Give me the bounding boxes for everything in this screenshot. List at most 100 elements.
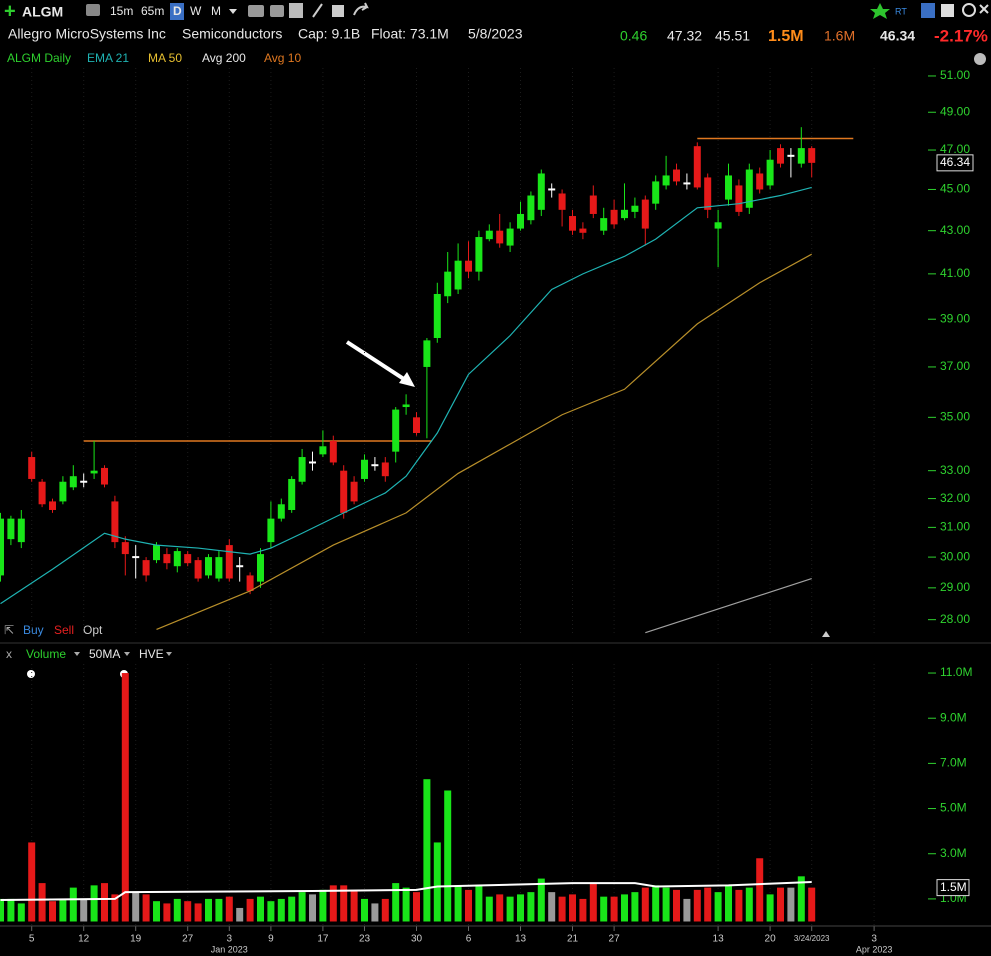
volume-bar (641, 887, 649, 922)
opt-button[interactable]: Opt (83, 623, 103, 637)
volume-bar (517, 894, 524, 922)
candle-body (600, 218, 608, 231)
candle-body (579, 228, 587, 233)
volume-bar (257, 896, 264, 922)
s-icon[interactable] (921, 3, 935, 18)
candle-body (205, 557, 212, 576)
volume-bar (569, 894, 576, 922)
volume-bar (402, 887, 410, 922)
interval[interactable]: 65m (141, 4, 164, 18)
interval[interactable]: D (173, 4, 182, 18)
volume-bar (506, 896, 514, 922)
tool-icon[interactable]: ⇱ (4, 623, 14, 637)
draw-icon[interactable] (312, 3, 323, 18)
settings-icon[interactable] (962, 3, 976, 17)
candle-body (652, 181, 660, 204)
legend-title[interactable]: Volume (26, 647, 66, 661)
candle-body (381, 462, 389, 477)
legend-item[interactable]: Avg 200 (202, 51, 246, 65)
close-icon[interactable] (979, 4, 989, 14)
print-icon[interactable] (86, 4, 100, 16)
palette-icon[interactable] (974, 53, 986, 65)
candle-body (392, 409, 400, 452)
candle-body (475, 237, 483, 272)
x-tick-label: 3 (227, 934, 233, 945)
buy-button[interactable]: Buy (23, 623, 44, 637)
change: 0.46 (620, 28, 647, 44)
candle-body (506, 228, 514, 246)
candle-body (194, 560, 202, 579)
scroll-marker[interactable] (822, 631, 830, 637)
volume-bar (90, 885, 98, 922)
volume-bar (28, 842, 36, 922)
star-icon[interactable] (870, 3, 890, 19)
legend-title[interactable]: ALGM Daily (7, 51, 71, 65)
tool-icon[interactable] (270, 5, 284, 17)
y-tick-label: 43.00 (940, 223, 970, 237)
volume-bar (0, 898, 4, 922)
volume-bar (69, 887, 77, 922)
y-tick-label: 51.00 (940, 68, 970, 82)
save-icon[interactable] (941, 4, 954, 17)
volume: 1.5M (768, 28, 804, 45)
dropdown-icon[interactable] (166, 652, 172, 656)
ticker[interactable]: ALGM (22, 4, 63, 20)
interval[interactable]: 15m (110, 4, 133, 18)
rt-icon[interactable]: RT (895, 6, 907, 16)
y-tick-label: 3.0M (940, 846, 967, 860)
candle-body (59, 481, 67, 502)
candle-body (69, 476, 77, 488)
candle-body (610, 209, 618, 225)
volume-bar (142, 894, 150, 922)
interval[interactable]: M (211, 4, 221, 18)
candle-body (111, 501, 119, 543)
high: 47.32 (667, 28, 702, 44)
candle-body (402, 404, 410, 408)
volume-bar (215, 898, 223, 922)
close-pane[interactable]: x (6, 647, 12, 661)
candle-body (7, 518, 15, 540)
candle-body (28, 457, 36, 479)
y-tick-label: 29.00 (940, 580, 970, 594)
dropdown-icon[interactable] (124, 652, 130, 656)
tool-icon[interactable] (332, 5, 344, 17)
line (0, 186, 812, 605)
x-tick-label: 5 (29, 934, 35, 945)
calc-icon[interactable] (289, 3, 303, 18)
volume-bar (340, 885, 348, 922)
legend-item[interactable]: Avg 10 (264, 51, 301, 65)
candle-body (225, 545, 233, 579)
candle-body (808, 148, 816, 163)
tool-icon[interactable] (248, 5, 264, 17)
x-tick-label: 6 (466, 934, 472, 945)
date: 5/8/2023 (468, 26, 523, 42)
legend-item[interactable]: HVE (139, 647, 164, 661)
dropdown-icon[interactable] (229, 9, 237, 14)
candle-body (797, 148, 805, 164)
candle-body (132, 556, 140, 559)
volume-bar (475, 885, 483, 922)
add-icon[interactable]: + (4, 0, 16, 22)
legend-item[interactable]: EMA 21 (87, 51, 129, 65)
volume-bar (433, 842, 441, 922)
volume-bar (413, 892, 420, 922)
interval[interactable]: W (190, 4, 202, 18)
volume-bar (631, 892, 639, 922)
candle-body (527, 195, 535, 221)
volume-bar (111, 894, 119, 922)
share-icon[interactable] (353, 2, 369, 16)
x-tick-label: 3/24/2023 (794, 934, 830, 943)
y-tick-label: 32.00 (940, 491, 970, 505)
volume-bar (173, 898, 181, 922)
candle-body (777, 148, 784, 164)
event-marker[interactable] (27, 670, 35, 678)
interval-selected[interactable] (170, 3, 184, 20)
sell-button[interactable]: Sell (54, 623, 74, 637)
dropdown-icon[interactable] (74, 652, 80, 656)
legend-item[interactable]: MA 50 (148, 51, 182, 65)
legend-item[interactable]: 50MA (89, 647, 120, 661)
volume-bar (766, 894, 774, 922)
candle-body (90, 470, 98, 474)
